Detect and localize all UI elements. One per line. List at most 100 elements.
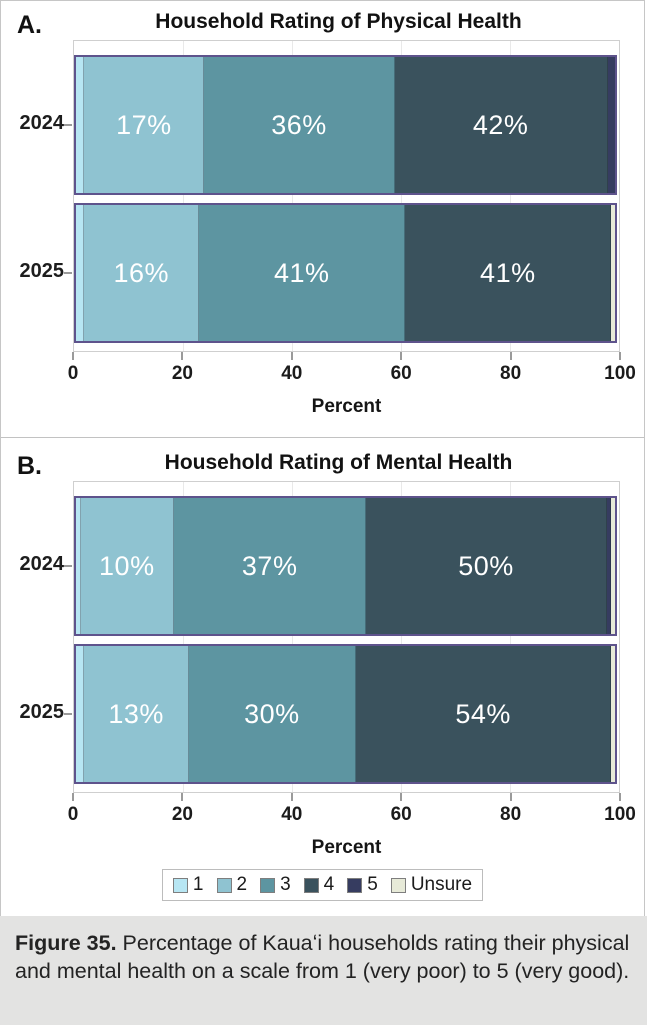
segment-3: 37% [173, 498, 367, 634]
x-tick-label-40: 40 [281, 804, 303, 825]
legend-item-4: 4 [303, 874, 335, 896]
stacked-bar-2024: 10% 37% 50% [74, 496, 617, 636]
x-axis-physical: 0 20 40 60 80 100 [68, 352, 636, 396]
y-tick-2025 [64, 272, 72, 274]
legend-swatch-1 [172, 877, 188, 893]
legend-swatch-2 [216, 877, 232, 893]
x-tick-mark-20 [181, 793, 184, 801]
x-axis-label-physical: Percent [311, 396, 382, 417]
x-tick-label-20: 20 [171, 363, 193, 384]
x-axis-label-mental: Percent [311, 837, 382, 858]
segment-value-label: 54% [455, 698, 511, 729]
legend-item-5: 5 [347, 874, 378, 896]
segment-1 [76, 646, 85, 782]
x-tick-mark-80 [509, 793, 512, 801]
panel-physical-health: A. Household Rating of Physical Health 1… [1, 1, 644, 438]
x-tick-mark-100 [619, 352, 621, 360]
segment-value-label: 16% [113, 257, 170, 288]
x-tick-label-100: 100 [604, 363, 636, 384]
segment-value-label: 41% [273, 257, 330, 288]
segment-value-label: 36% [271, 109, 327, 140]
figure-caption: Figure 35. Percentage of Kauaʻi househol… [0, 916, 647, 1025]
panel-mental-health: B. Household Rating of Mental Health 10%… [1, 438, 644, 916]
x-tick-mark-80 [509, 352, 512, 360]
legend-swatch-3 [260, 877, 276, 893]
segment-4: 41% [405, 205, 612, 341]
segment-3: 41% [199, 205, 406, 341]
gridline-40 [292, 41, 293, 351]
legend-item-3: 3 [260, 874, 291, 896]
segment-value-label: 37% [241, 550, 298, 581]
y-axis-label-2024: 2024 [19, 112, 65, 134]
segment-5 [607, 57, 615, 193]
legend-label: 2 [236, 874, 248, 895]
x-tick-mark-60 [400, 793, 403, 801]
x-tick-mark-40 [290, 352, 293, 360]
segment-3: 36% [204, 57, 395, 193]
x-tick-label-0: 0 [67, 804, 79, 825]
y-tick-2025 [64, 713, 72, 715]
legend-box: 1 2 3 4 5 Unsure [161, 869, 484, 901]
legend: 1 2 3 4 5 Unsure [1, 869, 644, 901]
bar-row-2024: 10% 37% 50% [74, 496, 617, 636]
segment-1 [76, 205, 85, 341]
segment-value-label: 42% [472, 109, 529, 140]
segment-2: 16% [84, 205, 200, 341]
x-tick-label-0: 0 [67, 363, 79, 384]
legend-label: 1 [192, 874, 204, 895]
gridline-80 [510, 41, 511, 351]
caption-text: Percentage of Kauaʻi households rating t… [15, 931, 630, 984]
x-tick-label-100: 100 [604, 804, 636, 825]
figure-35-charts: A. Household Rating of Physical Health 1… [0, 0, 645, 916]
segment-value-label: 17% [116, 109, 172, 140]
segment-value-label: 10% [99, 550, 155, 581]
bar-row-2025: 13% 30% 54% [74, 644, 617, 784]
legend-label: 4 [323, 874, 335, 895]
panel-letter-a: A. [17, 11, 42, 39]
legend-item-Unsure: Unsure [390, 874, 473, 896]
segment-value-label: 41% [480, 257, 536, 288]
legend-label: 3 [280, 874, 291, 895]
panel-letter-b: B. [17, 452, 42, 480]
segment-Unsure [611, 498, 615, 634]
stacked-bar-2024: 17% 36% 42% [74, 55, 617, 195]
segment-3: 30% [188, 646, 356, 782]
segment-Unsure [611, 205, 615, 341]
segment-value-label: 30% [244, 698, 300, 729]
x-tick-label-60: 60 [390, 804, 412, 825]
x-tick-label-60: 60 [390, 363, 412, 384]
x-tick-mark-100 [619, 793, 621, 801]
segment-2: 17% [84, 57, 205, 193]
legend-swatch-5 [347, 877, 363, 893]
plot-area-mental: 10% 37% 50% 2024 13% 30% 54% 2025 [20, 481, 620, 793]
legend-item-1: 1 [172, 874, 204, 896]
y-tick-2024 [64, 124, 72, 126]
stacked-bar-2025: 13% 30% 54% [74, 644, 617, 784]
legend-label: Unsure [410, 874, 473, 895]
segment-2: 10% [80, 498, 174, 634]
caption-label: Figure 35. [15, 931, 117, 955]
x-tick-label-80: 80 [500, 804, 522, 825]
x-tick-mark-20 [181, 352, 184, 360]
x-tick-mark-40 [290, 793, 293, 801]
segment-4: 50% [366, 498, 607, 634]
segment-value-label: 50% [458, 550, 514, 581]
segment-2: 13% [84, 646, 189, 782]
segment-4: 54% [355, 646, 612, 782]
gridline-60 [401, 482, 402, 792]
segment-5 [606, 498, 612, 634]
gridline-80 [510, 482, 511, 792]
x-tick-mark-60 [400, 352, 403, 360]
chart-title-mental: Household Rating of Mental Health [164, 451, 513, 474]
gridline-60 [401, 41, 402, 351]
segment-Unsure [611, 646, 616, 782]
legend-label: 5 [367, 874, 378, 895]
chart-title-physical: Household Rating of Physical Health [155, 10, 522, 33]
legend-item-2: 2 [216, 874, 248, 896]
x-tick-label-80: 80 [500, 363, 522, 384]
y-axis-label-2025: 2025 [19, 260, 65, 282]
segment-4: 42% [394, 57, 608, 193]
gridline-20 [183, 41, 184, 351]
segment-1 [76, 57, 85, 193]
bar-row-2025: 16% 41% 41% [74, 203, 617, 343]
